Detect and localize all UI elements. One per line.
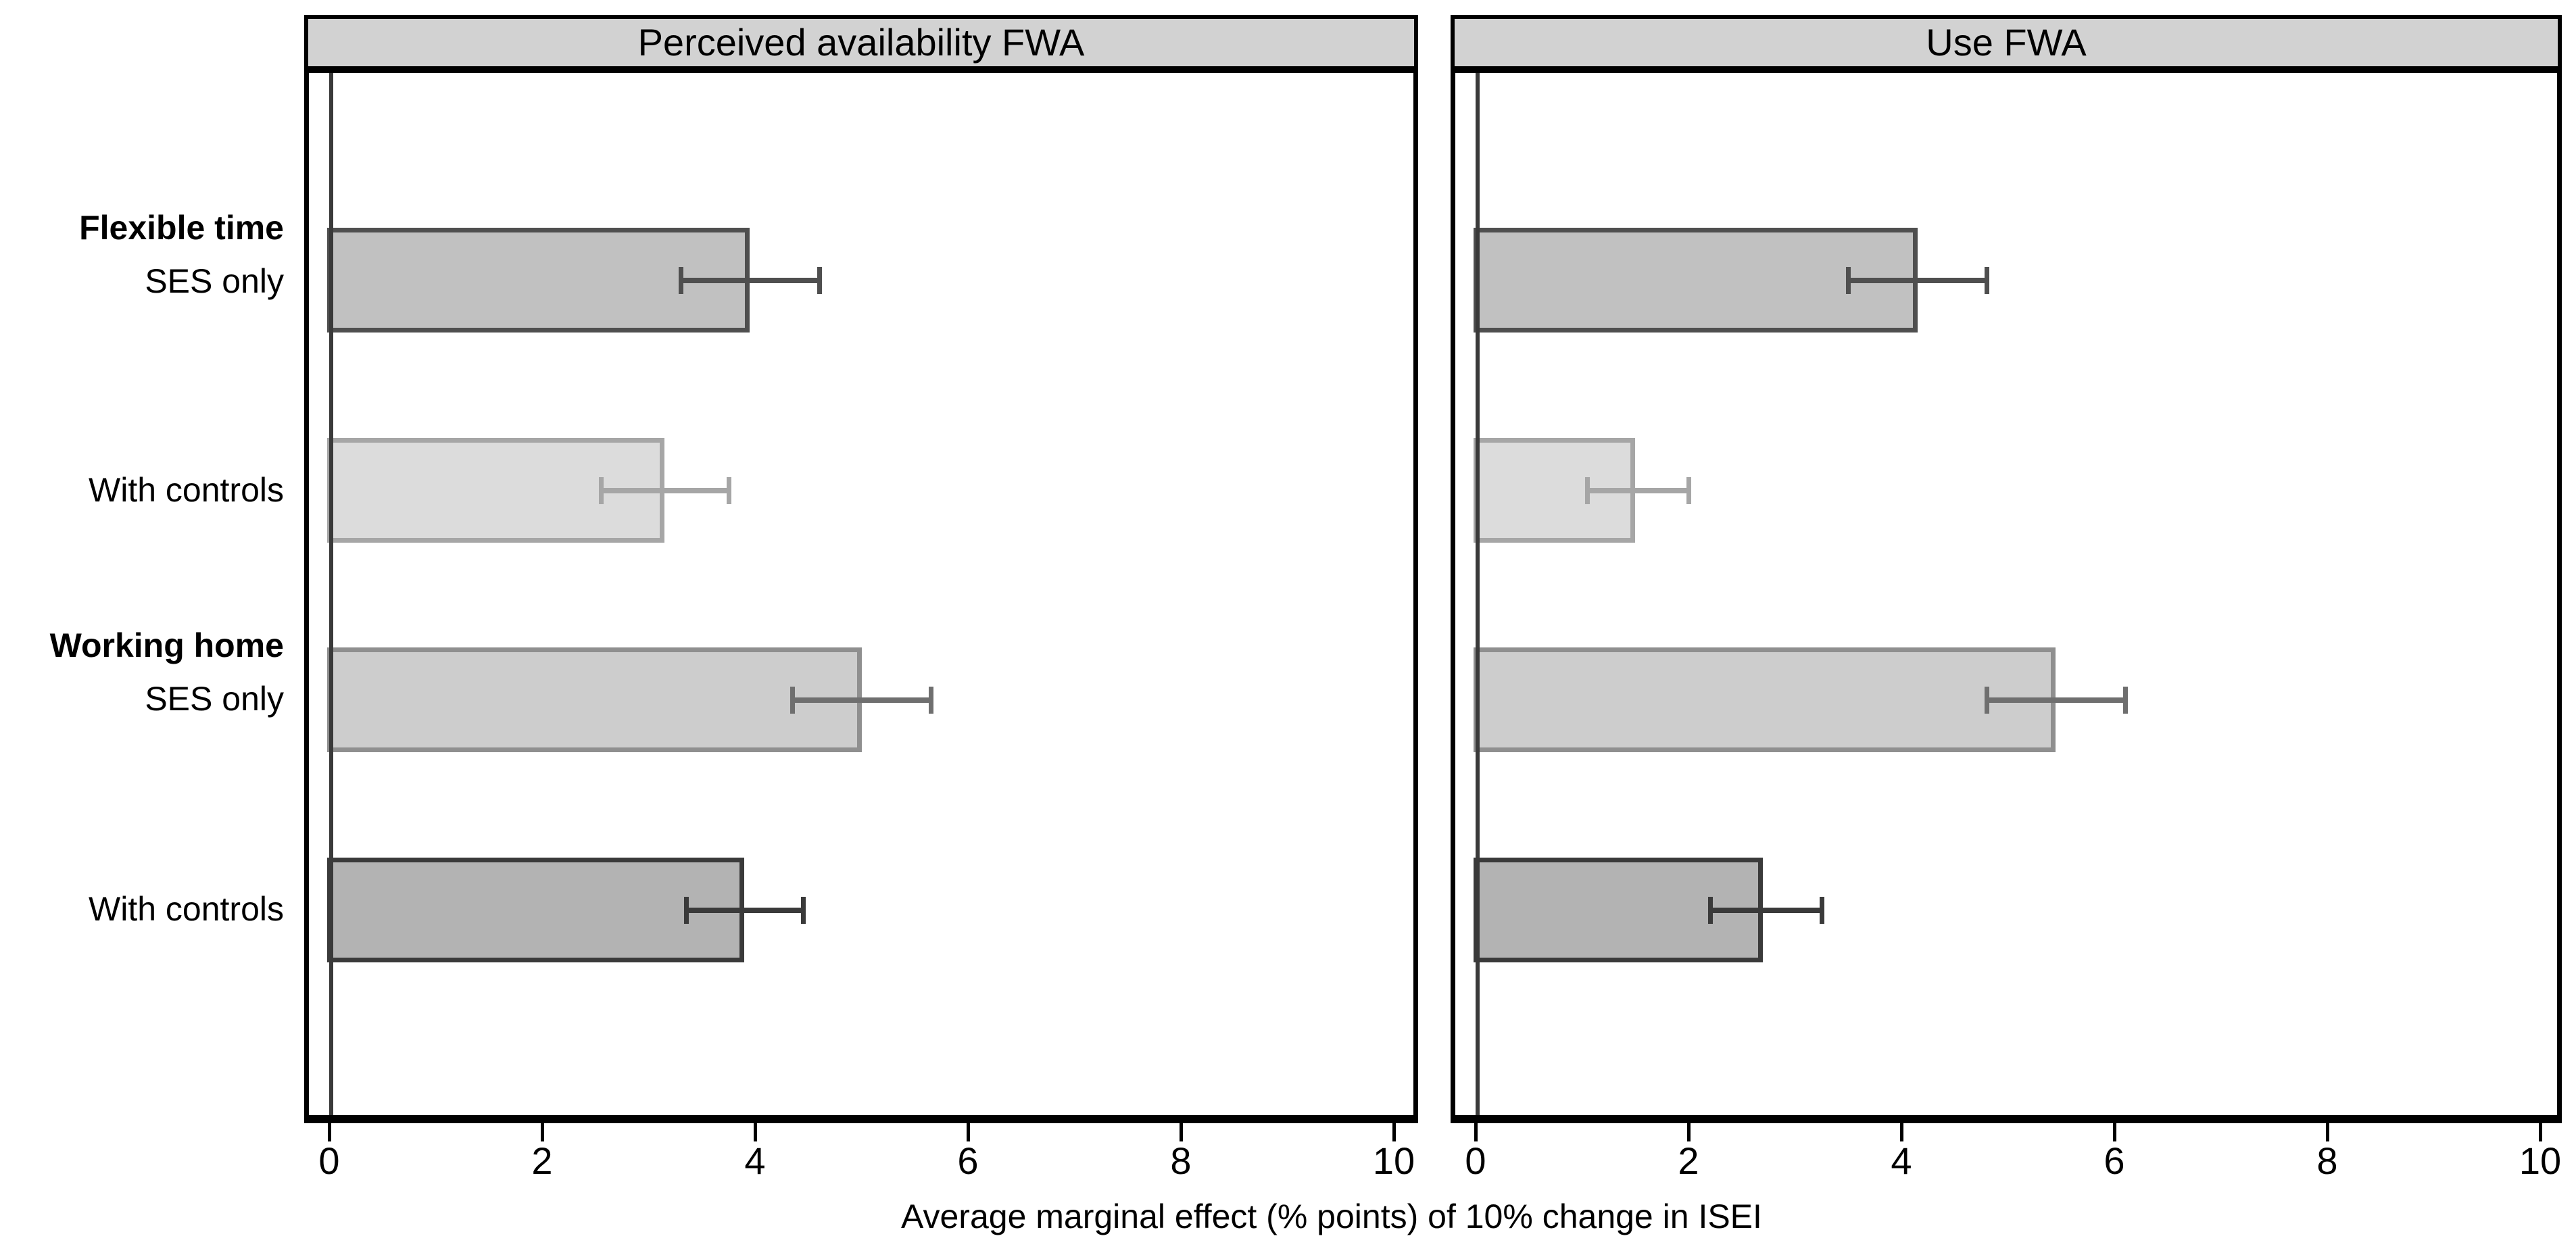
bar-flexible-time-ses-only	[1474, 228, 1918, 333]
x-tick-label: 8	[2316, 1139, 2338, 1182]
x-tick	[1392, 1123, 1396, 1141]
error-bar-cap	[1686, 477, 1691, 504]
x-tick-label: 2	[1678, 1139, 1699, 1182]
x-tick	[1474, 1123, 1478, 1141]
x-tick	[1180, 1123, 1183, 1141]
panel-title: Use FWA	[1926, 21, 2087, 64]
plot-area	[304, 73, 1418, 1123]
error-bar-cap	[929, 687, 933, 714]
error-bar-cap	[1585, 477, 1590, 504]
bar-working-home-ses-only	[327, 647, 862, 752]
error-bar-cap	[1985, 267, 1989, 294]
x-axis-title: Average marginal effect (% points) of 10…	[901, 1198, 1762, 1235]
zero-axis-line	[1476, 73, 1480, 1115]
x-tick	[1900, 1123, 1903, 1141]
ylabel-model-ses-only: SES only	[145, 262, 284, 300]
bar-working-home-with-controls	[327, 858, 744, 962]
ylabel-group-working-home: Working home	[49, 626, 284, 664]
error-bar-cap	[817, 267, 822, 294]
zero-axis-line	[329, 73, 333, 1115]
x-tick	[2113, 1123, 2116, 1141]
ylabel-group-flexible-time: Flexible time	[79, 209, 284, 247]
x-tick-label: 6	[2104, 1139, 2125, 1182]
error-bar-cap	[790, 687, 795, 714]
error-bar	[1848, 278, 1987, 283]
error-bar-cap	[684, 897, 689, 924]
x-tick-label: 2	[531, 1139, 553, 1182]
panel-perceived-availability: Perceived availability FWA 0 2 4 6 8 10	[304, 0, 1418, 1255]
error-bar-cap	[599, 477, 604, 504]
x-tick-label: 6	[957, 1139, 979, 1182]
ylabel-model-ses-only-2: SES only	[145, 680, 284, 718]
x-tick-label: 0	[318, 1139, 340, 1182]
plot-area	[1451, 73, 2562, 1123]
error-bar	[792, 697, 931, 703]
error-bar	[1587, 488, 1688, 493]
error-bar	[681, 278, 819, 283]
x-tick	[1687, 1123, 1691, 1141]
ylabel-model-with-controls-2: With controls	[89, 890, 284, 928]
error-bar	[1710, 908, 1822, 913]
error-bar	[1987, 697, 2125, 703]
error-bar-cap	[1820, 897, 1824, 924]
x-tick-label: 0	[1465, 1139, 1486, 1182]
error-bar-cap	[1985, 687, 1989, 714]
x-tick	[967, 1123, 970, 1141]
error-bar	[601, 488, 729, 493]
error-bar-cap	[1708, 897, 1713, 924]
ylabel-with-controls-1: With controls	[0, 464, 284, 517]
error-bar-cap	[679, 267, 683, 294]
error-bar-cap	[727, 477, 731, 504]
x-tick-label: 10	[2519, 1139, 2562, 1182]
x-tick	[541, 1123, 544, 1141]
x-tick	[328, 1123, 331, 1141]
bar-working-home-ses-only	[1474, 647, 2056, 752]
ylabel-working-home: Working home SES only	[0, 619, 284, 726]
panel-title: Perceived availability FWA	[637, 21, 1085, 64]
ylabel-flexible-time: Flexible time SES only	[0, 201, 284, 308]
error-bar	[686, 908, 803, 913]
x-tick	[2326, 1123, 2329, 1141]
x-tick	[754, 1123, 757, 1141]
panel-title-strip: Perceived availability FWA	[304, 15, 1418, 73]
x-tick-label: 10	[1372, 1139, 1415, 1182]
x-tick-label: 4	[744, 1139, 766, 1182]
x-tick-label: 8	[1170, 1139, 1192, 1182]
error-bar-cap	[2123, 687, 2128, 714]
x-tick-label: 4	[1891, 1139, 1912, 1182]
panel-use-fwa: Use FWA 0 2 4 6 8 10	[1451, 0, 2562, 1255]
error-bar-cap	[801, 897, 806, 924]
ylabel-with-controls-2: With controls	[0, 883, 284, 936]
error-bar-cap	[1846, 267, 1851, 294]
panel-title-strip: Use FWA	[1451, 15, 2562, 73]
x-tick	[2539, 1123, 2542, 1141]
ylabel-model-with-controls: With controls	[89, 471, 284, 509]
